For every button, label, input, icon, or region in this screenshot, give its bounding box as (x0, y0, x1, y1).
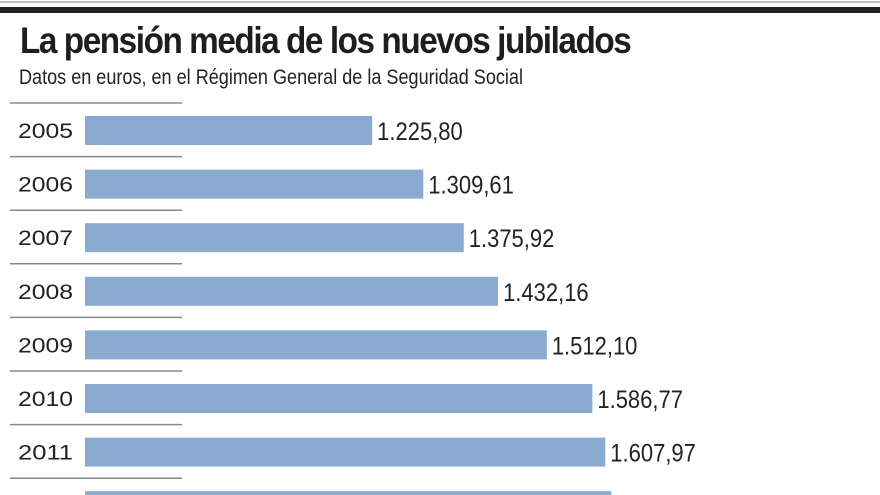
chart-title: La pensión media de los nuevos jubilados (20, 20, 632, 61)
chart-subtitle: Datos en euros, en el Régimen General de… (19, 66, 523, 89)
bar-partial (85, 491, 612, 495)
category-label: 2006 (18, 174, 73, 197)
value-label: 1.512,10 (552, 332, 638, 360)
category-label: 2008 (18, 281, 73, 304)
bar-2005 (85, 116, 373, 145)
value-label: 1.375,92 (469, 225, 555, 253)
category-label: 2005 (18, 120, 73, 143)
top-rule-thick (0, 7, 880, 13)
bar-2011 (85, 437, 606, 467)
bar-2007 (85, 223, 464, 253)
value-label: 1.432,16 (503, 279, 589, 307)
value-label: 1.309,61 (428, 171, 514, 199)
bar-2009 (85, 330, 547, 360)
bar-2010 (85, 384, 593, 413)
value-label: 1.607,97 (610, 439, 696, 467)
category-label: 2010 (18, 388, 73, 411)
top-rule-thin (0, 1, 880, 3)
value-label: 1.586,77 (597, 386, 683, 414)
bar-2006 (85, 169, 424, 199)
category-label: 2007 (18, 227, 73, 250)
bar-2008 (85, 276, 499, 306)
category-label: 2009 (18, 334, 73, 357)
category-label: 2011 (18, 442, 73, 465)
value-label: 1.225,80 (377, 118, 463, 146)
